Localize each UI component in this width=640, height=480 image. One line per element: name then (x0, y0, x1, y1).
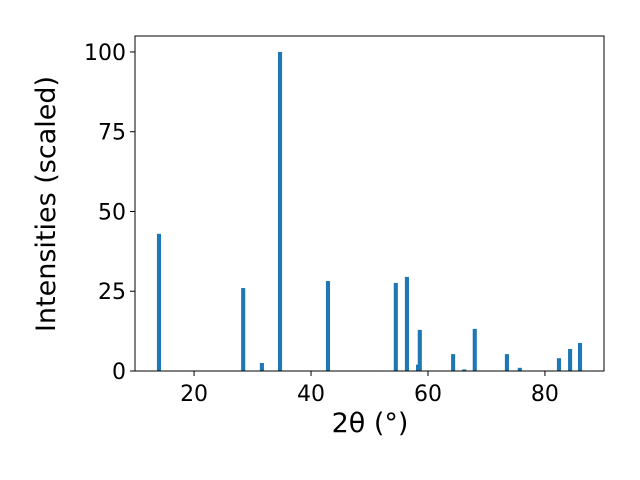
bar (568, 348, 573, 371)
bar (325, 281, 331, 371)
bar (277, 51, 283, 371)
y-tick-label: 50 (98, 200, 126, 225)
bar (417, 329, 422, 371)
y-tick-label: 75 (98, 121, 126, 146)
x-tick-label: 80 (531, 382, 559, 407)
y-tick-label: 25 (98, 280, 126, 305)
x-tick-label: 60 (414, 382, 442, 407)
x-tick-label: 40 (297, 382, 325, 407)
y-tick-label: 0 (112, 360, 126, 385)
y-tick-label: 100 (84, 41, 126, 66)
bar (462, 369, 467, 371)
bar (577, 342, 583, 371)
x-axis-label: 2θ (°) (332, 408, 409, 439)
bar (156, 233, 162, 371)
plot-frame (134, 35, 605, 372)
bar (451, 354, 456, 371)
bar (504, 354, 509, 371)
bar (472, 328, 477, 371)
bar (556, 358, 562, 371)
x-tick-label: 20 (180, 382, 208, 407)
bar (259, 363, 264, 371)
bar (404, 276, 409, 371)
bar (241, 288, 246, 371)
y-axis-label: Intensities (scaled) (31, 76, 62, 332)
bar (517, 367, 522, 371)
bar (393, 282, 398, 371)
